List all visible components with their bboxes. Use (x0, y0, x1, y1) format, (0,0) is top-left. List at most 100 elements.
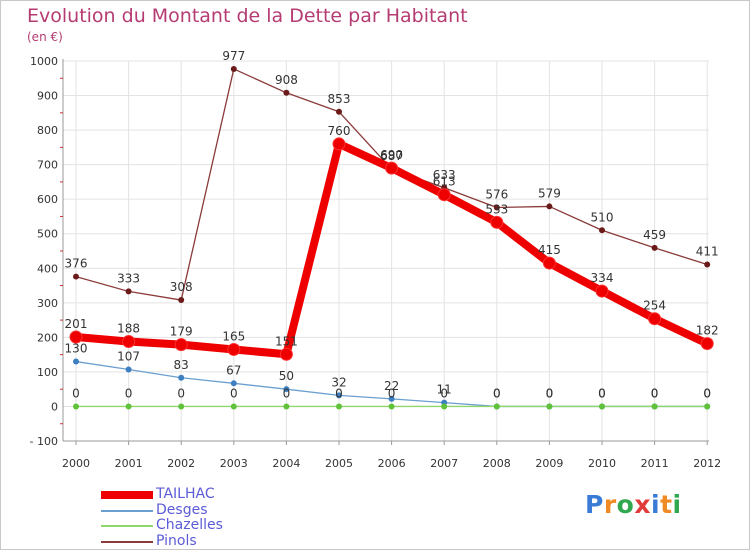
data-label: 687 (380, 149, 403, 163)
data-label: 576 (485, 187, 508, 201)
data-point (332, 137, 346, 151)
data-point (283, 386, 290, 393)
data-label: 67 (226, 363, 241, 377)
data-label: 0 (125, 386, 133, 400)
data-label: 308 (170, 280, 193, 294)
data-point (700, 337, 714, 351)
legend-label: Desges (156, 501, 208, 518)
logo-letter: i (672, 490, 682, 519)
data-label: 690 (380, 148, 403, 162)
data-label: 459 (643, 228, 666, 242)
data-label: 182 (696, 324, 719, 338)
data-label: 0 (546, 386, 554, 400)
data-point (599, 227, 605, 234)
logo-letter: x (634, 490, 651, 519)
data-label: 333 (117, 271, 140, 285)
data-label: 633 (433, 168, 456, 182)
x-tick-label: 2006 (378, 457, 406, 470)
y-tick-label: 700 (37, 159, 58, 172)
data-label: 32 (331, 375, 346, 389)
data-point (230, 65, 237, 72)
y-tick-label: 0 (51, 400, 58, 413)
data-label: 533 (485, 202, 508, 216)
data-label: 0 (703, 386, 711, 400)
data-label: 165 (222, 329, 245, 343)
proxiti-logo: Proxiti (585, 490, 682, 519)
x-tick-label: 2009 (535, 457, 563, 470)
data-label: 760 (328, 124, 351, 138)
data-point (227, 342, 241, 356)
legend-swatch (101, 525, 153, 527)
x-tick-label: 2001 (115, 457, 143, 470)
data-point (178, 297, 185, 304)
data-point (704, 403, 711, 410)
data-point (704, 261, 711, 268)
data-label: 0 (230, 386, 238, 400)
data-point (336, 392, 342, 399)
legend-label: Chazelles (156, 517, 223, 533)
data-label: 0 (493, 386, 501, 400)
logo-letter: i (651, 490, 661, 519)
y-tick-label: 900 (37, 90, 58, 103)
x-tick-label: 2005 (325, 457, 353, 470)
y-tick-label: 800 (37, 124, 58, 137)
data-point (279, 347, 293, 361)
logo-letter: o (616, 490, 635, 519)
data-point (230, 403, 237, 410)
data-label: 22 (384, 379, 399, 393)
data-point (490, 215, 504, 229)
data-label: 107 (117, 349, 140, 363)
chart-title: Evolution du Montant de la Dette par Hab… (27, 5, 468, 27)
data-label: 977 (222, 49, 245, 63)
x-tick-label: 2007 (430, 457, 458, 470)
data-point (651, 403, 658, 410)
data-point (125, 366, 132, 373)
logo-letter: r (603, 490, 617, 519)
data-point (283, 89, 290, 96)
data-point (336, 403, 342, 410)
data-point (648, 312, 662, 326)
y-tick-label: 400 (37, 262, 58, 275)
x-tick-label: 2004 (272, 457, 300, 470)
data-point (336, 108, 342, 115)
data-point (178, 374, 185, 381)
data-point (493, 403, 500, 410)
data-label: 0 (651, 386, 659, 400)
data-label: 0 (177, 386, 185, 400)
data-point (441, 403, 448, 410)
data-label: 0 (546, 386, 554, 400)
data-point (651, 244, 658, 251)
x-tick-label: 2003 (220, 457, 248, 470)
legend-label: TAILHAC (156, 486, 215, 502)
data-point (230, 380, 237, 387)
data-label: 579 (538, 186, 561, 200)
data-point (73, 403, 79, 410)
data-label: 853 (328, 92, 351, 106)
data-label: 411 (696, 244, 719, 258)
data-label: 201 (65, 317, 88, 331)
y-tick-label: 500 (37, 228, 58, 241)
y-tick-label: 100 (37, 366, 58, 379)
data-label: 0 (703, 386, 711, 400)
data-point (283, 403, 290, 410)
x-tick-label: 2000 (62, 457, 90, 470)
data-point (546, 403, 553, 410)
x-tick-label: 2011 (641, 457, 669, 470)
data-point (542, 256, 556, 270)
legend-swatch (101, 509, 153, 512)
data-point (69, 330, 83, 344)
data-point (437, 188, 451, 202)
x-tick-label: 2012 (693, 457, 721, 470)
y-tick-label: 300 (37, 297, 58, 310)
data-point (122, 335, 136, 349)
data-point (73, 358, 79, 365)
y-tick-label: 1000 (30, 55, 58, 68)
logo-letter: t (660, 490, 673, 519)
data-label: 130 (65, 342, 88, 356)
data-point (385, 161, 399, 175)
data-point (125, 288, 132, 295)
x-tick-label: 2002 (167, 457, 195, 470)
legend-swatch (101, 540, 153, 543)
